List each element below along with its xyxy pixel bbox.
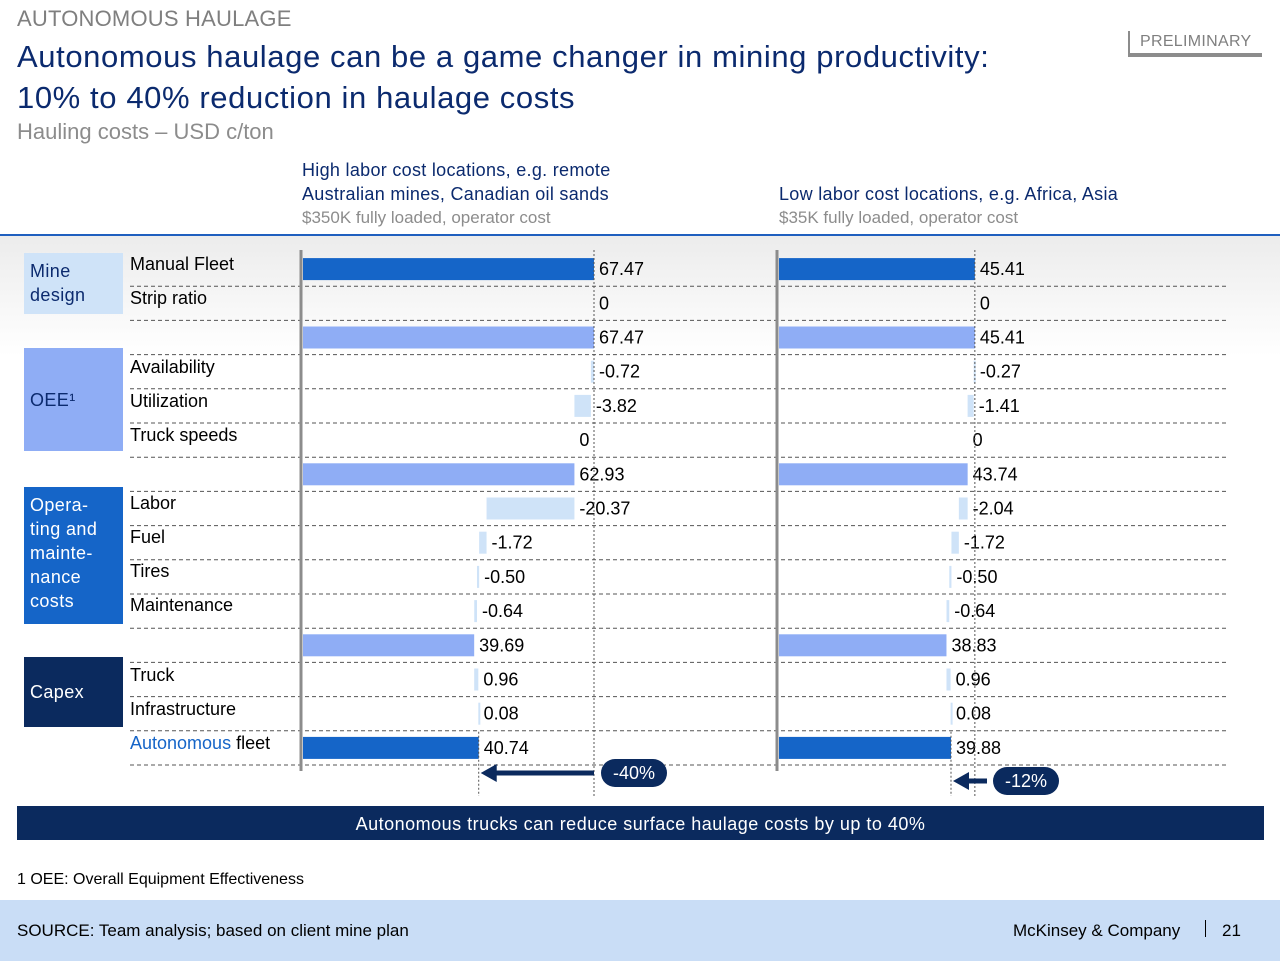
column-title-high-line1: High labor cost locations, e.g. remote [302,160,611,180]
data-label-1-3: -0.27 [980,362,1021,382]
row-label-labor: Labor [130,493,177,513]
bar-0-11 [303,634,475,657]
row-label-maintenance: Maintenance [130,595,234,615]
preliminary-stamp: PRELIMINARY [1128,31,1262,57]
data-label-1-9: -0.50 [956,567,997,587]
bar-1-8 [951,531,959,554]
data-label-0-7: -20.37 [579,499,630,519]
data-label-1-6: 43.74 [973,464,1018,484]
change-pill-0 [601,759,667,787]
fleet-word: fleet [231,733,271,753]
row-label-utilization: Utilization [130,391,209,411]
data-label-0-13: 0.08 [484,704,519,724]
data-label-1-12: 0.96 [956,670,991,690]
bar-1-11 [779,634,947,657]
change-label-0: -40% [613,763,655,783]
row-label-infrastructure: Infrastructure [130,699,237,719]
group-capex: Capex [24,657,123,727]
data-label-0-0: 67.47 [599,259,644,279]
bar-1-14 [779,736,952,759]
data-label-0-14: 40.74 [484,738,529,758]
bar-0-13 [478,702,481,725]
data-label-0-1: 0 [599,293,609,313]
bar-0-2 [303,326,594,349]
data-label-0-8: -1.72 [492,533,533,553]
page-number: 21 [1222,921,1241,940]
data-label-1-5: 0 [973,430,983,450]
bar-0-4 [574,394,591,417]
bar-1-2 [779,326,975,349]
bar-1-6 [779,463,968,486]
row-label-truck-speeds: Truck speeds [130,425,238,445]
data-label-0-3: -0.72 [599,362,640,382]
row-label-fuel: Fuel [130,527,166,547]
bar-0-9 [476,565,480,588]
group-mine-design: Mine design [24,253,123,314]
bar-1-10 [946,600,950,623]
change-arrowhead-1 [953,772,970,790]
column-subtitle-low: $35K fully loaded, operator cost [779,208,1019,227]
data-label-1-2: 45.41 [980,328,1025,348]
data-label-0-9: -0.50 [484,567,525,587]
page-title: Autonomous haulage can be a game changer… [17,39,990,115]
column-title-low: Low labor cost locations, e.g. Africa, A… [779,184,1119,204]
footer-bar [0,900,1280,961]
source-note: SOURCE: Team analysis; based on client m… [17,921,409,940]
group-operating-maintenance: Opera-ting and mainte-nance costs [24,487,123,624]
chart-unit-subtitle: Hauling costs – USD c/ton [17,119,274,144]
bar-1-12 [946,668,951,691]
data-label-1-11: 38.83 [951,635,996,655]
data-label-0-4: -3.82 [596,396,637,416]
row-label-truck: Truck [130,665,175,685]
data-label-0-12: 0.96 [483,670,518,690]
data-label-1-1: 0 [980,293,990,313]
bar-0-8 [479,531,487,554]
group-oee: OEE¹ [24,348,123,451]
bar-0-12 [474,668,479,691]
data-label-0-6: 62.93 [579,464,624,484]
data-label-1-8: -1.72 [964,533,1005,553]
column-title-high-line2: Australian mines, Canadian oil sands [302,184,609,204]
data-label-0-11: 39.69 [479,635,524,655]
row-label-autonomous-fleet: Autonomous fleet [130,733,270,753]
data-label-0-10: -0.64 [482,601,523,621]
autonomous-word: Autonomous [130,733,232,753]
brand-name: McKinsey & Company [1013,921,1181,940]
bar-0-6 [303,463,575,486]
change-label-1: -12% [1005,771,1047,791]
bar-1-0 [779,258,975,281]
row-label-availability: Availability [130,357,215,377]
column-subtitle-high: $350K fully loaded, operator cost [302,208,551,227]
data-label-1-7: -2.04 [973,499,1014,519]
data-label-1-13: 0.08 [956,704,991,724]
bar-1-13 [950,702,953,725]
bar-0-3 [590,360,594,383]
data-label-1-0: 45.41 [980,259,1025,279]
footnote: 1 OEE: Overall Equipment Effectiveness [17,871,304,888]
bar-0-7 [486,497,575,520]
conclusion-banner: Autonomous trucks can reduce surface hau… [17,806,1264,840]
page-separator [1205,920,1206,937]
row-label-tires: Tires [130,561,170,581]
header-band [0,234,1280,356]
bar-0-0 [303,258,594,281]
row-label-manual-fleet: Manual Fleet [130,254,235,274]
data-label-0-2: 67.47 [599,328,644,348]
data-label-0-5: 0 [579,430,589,450]
bar-1-4 [967,394,974,417]
eyebrow: AUTONOMOUS HAULAGE [17,6,292,31]
bar-1-7 [958,497,968,520]
bar-0-10 [474,600,477,623]
change-pill-1 [993,767,1060,795]
data-label-1-4: -1.41 [979,396,1020,416]
data-label-1-14: 39.88 [956,738,1001,758]
bar-1-9 [949,565,952,588]
bar-0-14 [303,736,479,759]
waterfall-chart: 67.47 0 67.47 -0.72 -3.82 0 62.93 -20.37 -1.72 -0… [130,250,1226,796]
row-label-strip-ratio: Strip ratio [130,288,208,308]
change-arrowhead-0 [480,764,497,782]
